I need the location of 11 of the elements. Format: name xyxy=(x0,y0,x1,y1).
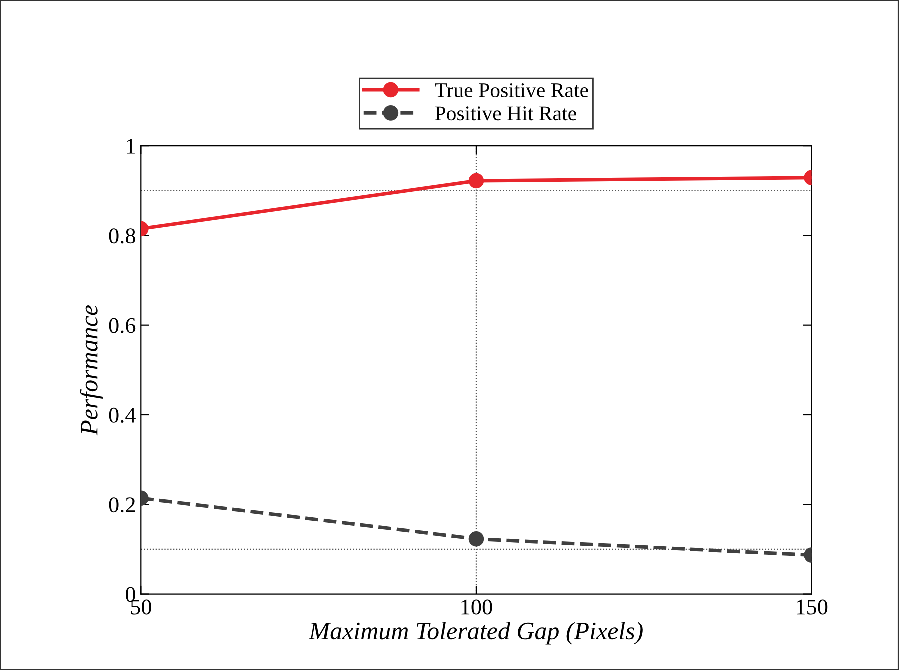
x-tick-label: 150 xyxy=(797,600,828,615)
x-axis-title: Maximum Tolerated Gap (Pixels) xyxy=(308,622,643,645)
legend-label: True Positive Rate xyxy=(435,83,588,98)
y-tick-label: 0.6 xyxy=(109,318,136,334)
legend-label: Positive Hit Rate xyxy=(435,106,576,121)
x-tick-label: 100 xyxy=(462,600,492,615)
y-tick-label: 0.2 xyxy=(109,498,136,513)
y-tick-label: 0.4 xyxy=(109,408,136,424)
y-tick-label: 1 xyxy=(127,139,135,154)
y-axis-title: Performance xyxy=(80,305,103,436)
y-tick-label: 0.8 xyxy=(109,228,136,244)
